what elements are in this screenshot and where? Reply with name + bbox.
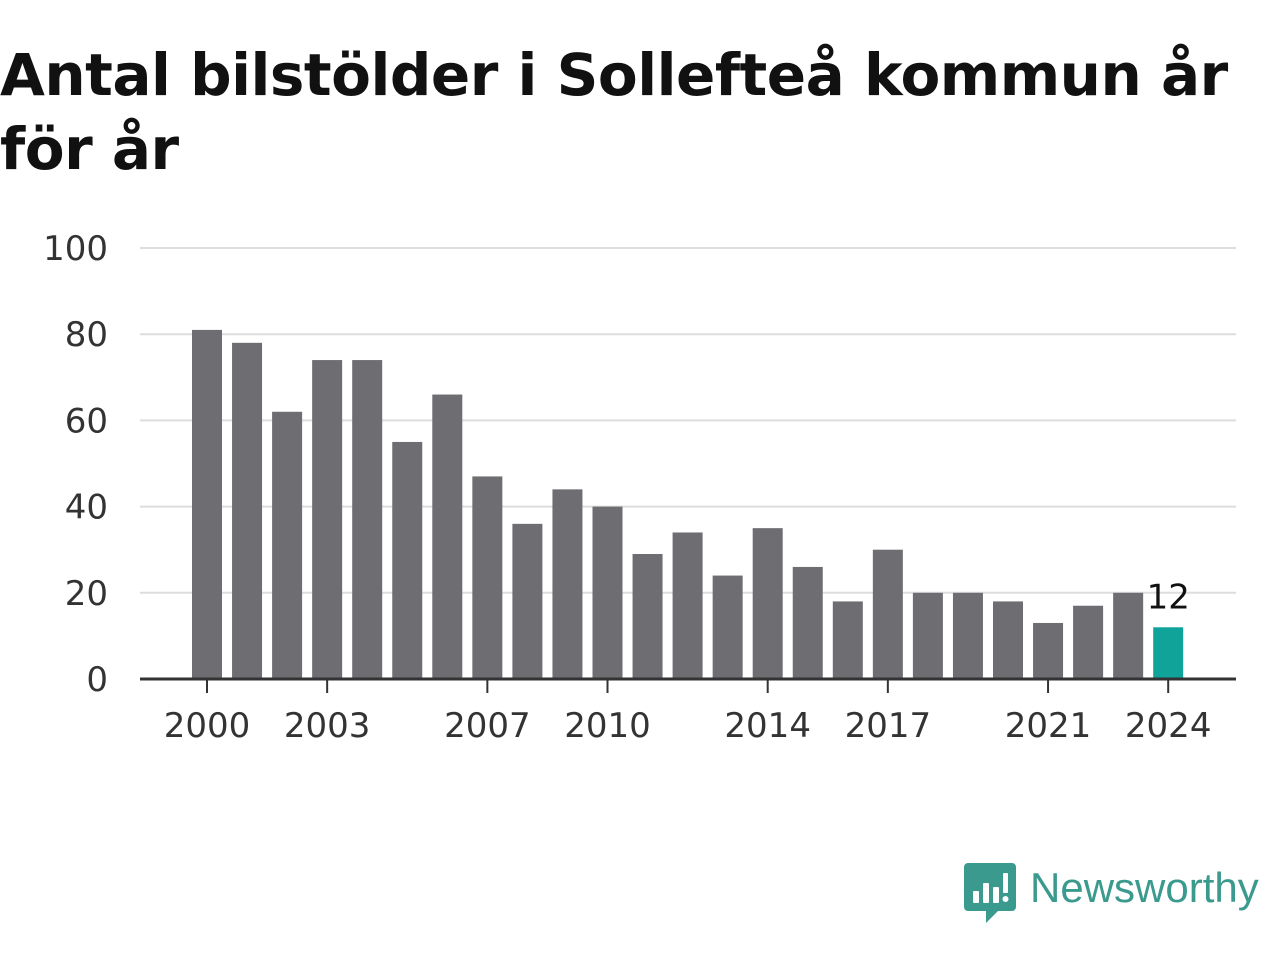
bar <box>192 329 222 679</box>
chart-title: Antal bilstölder i Sollefteå kommun år f… <box>0 41 1228 183</box>
y-tick-label: 80 <box>65 315 108 355</box>
bars <box>192 329 1184 679</box>
y-tick-label: 0 <box>86 660 108 700</box>
bar <box>1033 622 1064 679</box>
x-tick-label: 2014 <box>724 706 811 746</box>
bar <box>512 523 543 679</box>
bar <box>472 476 503 679</box>
bar <box>392 441 423 679</box>
y-tick-label: 20 <box>65 574 108 614</box>
bar <box>232 342 263 679</box>
bar-highlight <box>1153 627 1184 679</box>
data-label: 12 <box>1147 577 1190 617</box>
bar <box>1113 592 1144 679</box>
x-tick-label: 2017 <box>845 706 932 746</box>
bar <box>352 360 383 679</box>
bar <box>912 592 943 679</box>
x-tick-label: 2021 <box>1005 706 1092 746</box>
bar <box>632 554 663 679</box>
bar <box>832 601 863 679</box>
bar <box>752 528 783 679</box>
x-tick-label: 2010 <box>564 706 651 746</box>
x-tick-label: 2007 <box>444 706 531 746</box>
newsworthy-logo-icon <box>964 863 1016 923</box>
brand-name: Newsworthy <box>1030 864 1259 911</box>
y-tick-label: 100 <box>43 229 108 269</box>
x-tick-label: 2003 <box>284 706 371 746</box>
axes <box>140 677 1236 693</box>
y-tick-label: 40 <box>65 488 108 528</box>
bar <box>552 489 583 679</box>
bar <box>952 592 983 679</box>
x-tick-label: 2000 <box>164 706 251 746</box>
tick-labels: 0 20 40 60 80 100 12 2000 2003 2007 2010 2014 2017 20… <box>43 229 1211 746</box>
bar <box>993 601 1023 679</box>
y-tick-label: 60 <box>65 401 108 441</box>
bar <box>312 360 343 679</box>
bar <box>272 411 303 679</box>
brand: Newsworthy <box>964 862 1259 926</box>
bar <box>1073 605 1104 679</box>
bar <box>432 394 463 679</box>
x-tick-label: 2024 <box>1125 706 1212 746</box>
bar <box>672 532 703 679</box>
bar <box>592 506 623 679</box>
bar <box>792 566 823 679</box>
bar <box>872 549 903 679</box>
bar <box>712 575 743 679</box>
